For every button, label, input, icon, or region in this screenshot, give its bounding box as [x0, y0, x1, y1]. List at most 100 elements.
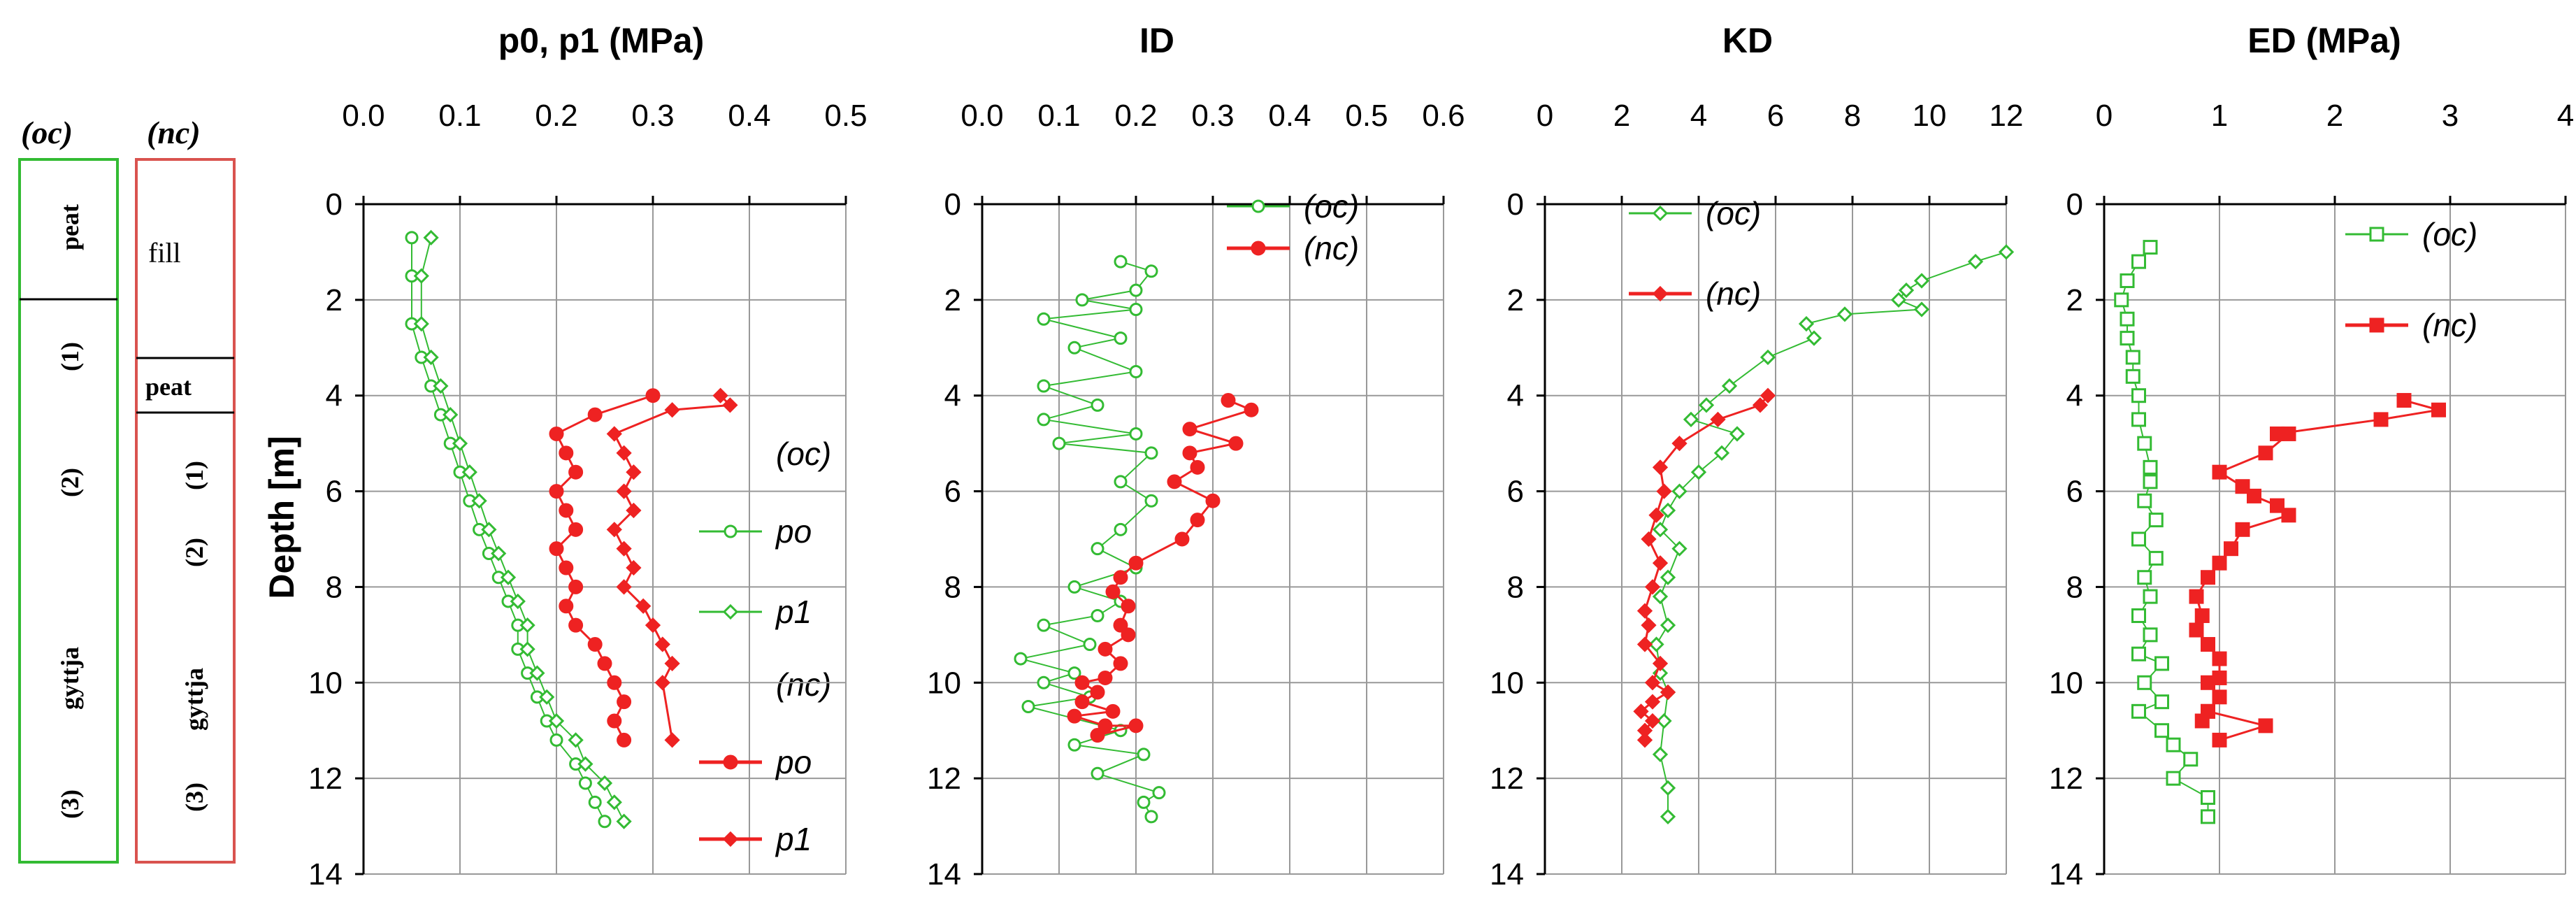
strata-box-nc [135, 158, 236, 864]
data-point [2270, 498, 2284, 513]
series-line [420, 237, 625, 822]
data-point [1713, 445, 1730, 461]
strata-label-fill: fill [148, 237, 181, 269]
legend-marker [722, 603, 739, 620]
data-point [1652, 555, 1669, 571]
data-point [1074, 694, 1090, 710]
data-point [1641, 617, 1657, 634]
legend-label: (oc) [1304, 188, 1359, 224]
x-tick-label: 12 [1989, 99, 2024, 133]
data-point [1660, 617, 1676, 634]
series-line [1020, 261, 1161, 817]
strata-label-1-nc: (1) [180, 461, 208, 490]
data-point [606, 426, 622, 442]
data-point [1652, 522, 1669, 538]
legend-marker [1652, 205, 1669, 222]
x-tick-label: 0.2 [535, 99, 577, 133]
x-tick-label: 0.1 [1037, 99, 1080, 133]
data-point [2154, 723, 2169, 738]
data-point [1083, 638, 1097, 652]
data-point [2131, 608, 2146, 623]
data-point [1167, 474, 1182, 489]
data-point [2235, 522, 2250, 537]
data-point [2120, 331, 2135, 346]
strata-label-2: (2) [56, 468, 84, 497]
data-point [1656, 713, 1672, 729]
data-point [423, 229, 439, 246]
data-point [1671, 483, 1688, 499]
legend-header-oc: (oc) [776, 436, 831, 472]
x-tick-label: 0.5 [1345, 99, 1388, 133]
data-point [654, 636, 670, 652]
legend-label: (nc) [1706, 276, 1761, 312]
data-point [433, 378, 449, 394]
legend-item: (nc) [1629, 276, 1761, 312]
legend-label: po [775, 513, 812, 550]
data-point [1113, 656, 1128, 671]
data-point [1067, 738, 1081, 752]
data-point [2154, 694, 2169, 710]
data-point [2154, 656, 2169, 671]
data-point [1067, 666, 1081, 680]
data-point [1074, 675, 1090, 690]
data-point [2235, 479, 2250, 494]
data-point [2281, 426, 2296, 441]
data-point [559, 445, 574, 461]
data-point [616, 483, 632, 499]
series-line [1074, 399, 1255, 737]
y-tick-label: 2 [944, 283, 961, 317]
y-tick-label: 8 [944, 570, 961, 604]
data-point [664, 732, 680, 748]
data-point [481, 522, 497, 538]
data-point [616, 579, 632, 595]
data-point [626, 559, 642, 576]
data-point [1652, 746, 1669, 763]
data-point [1037, 413, 1051, 427]
data-point [2212, 689, 2227, 705]
data-point [1128, 555, 1144, 571]
series-nc-p1 [606, 387, 738, 748]
data-point [597, 656, 612, 671]
data-point [405, 231, 419, 245]
data-point [1129, 283, 1143, 297]
data-point [2120, 311, 2135, 327]
y-tick-label: 6 [1507, 475, 1524, 509]
y-tick-label: 14 [927, 857, 961, 892]
strata-header-nc: (nc) [147, 115, 201, 150]
data-point [2189, 589, 2204, 604]
x-tick-label: 0.4 [728, 99, 770, 133]
strata-label-peat-nc: peat [145, 373, 192, 401]
y-tick-label: 14 [1490, 857, 1524, 892]
x-tick-label: 0.5 [824, 99, 867, 133]
data-point [1660, 684, 1676, 701]
series-oc [2114, 240, 2215, 824]
data-point [519, 617, 535, 634]
data-point [1913, 301, 1930, 317]
x-tick-label: 2 [1613, 99, 1630, 133]
x-tick-label: 0.6 [1422, 99, 1465, 133]
data-point [617, 732, 632, 747]
legend-header-nc: (nc) [776, 666, 831, 703]
data-point [1660, 502, 1676, 519]
data-point [1037, 618, 1051, 632]
x-tick-label: 0.3 [631, 99, 674, 133]
x-tick-label: 0 [1537, 99, 1553, 133]
data-point [2131, 388, 2146, 403]
data-point [1114, 255, 1128, 269]
chart-title: p0, p1 (MPa) [498, 21, 704, 60]
data-point [2166, 771, 2181, 786]
y-tick-label: 0 [944, 187, 961, 222]
data-point [1137, 747, 1151, 761]
data-point [2143, 589, 2158, 604]
x-tick-label: 0 [2096, 99, 2113, 133]
data-point [1721, 378, 1738, 394]
data-point [2131, 412, 2146, 427]
data-point [491, 545, 507, 561]
data-point [471, 493, 487, 509]
legend-item: po [699, 513, 812, 550]
data-point [1144, 810, 1158, 824]
data-point [1671, 436, 1688, 452]
chart-panel-2: ID 0.0 0.1 0.2 0.3 0.4 0.5 0.6 0 2 4 6 8 10 12 14 (oc) (n… [927, 21, 1465, 892]
data-point [1144, 446, 1158, 460]
